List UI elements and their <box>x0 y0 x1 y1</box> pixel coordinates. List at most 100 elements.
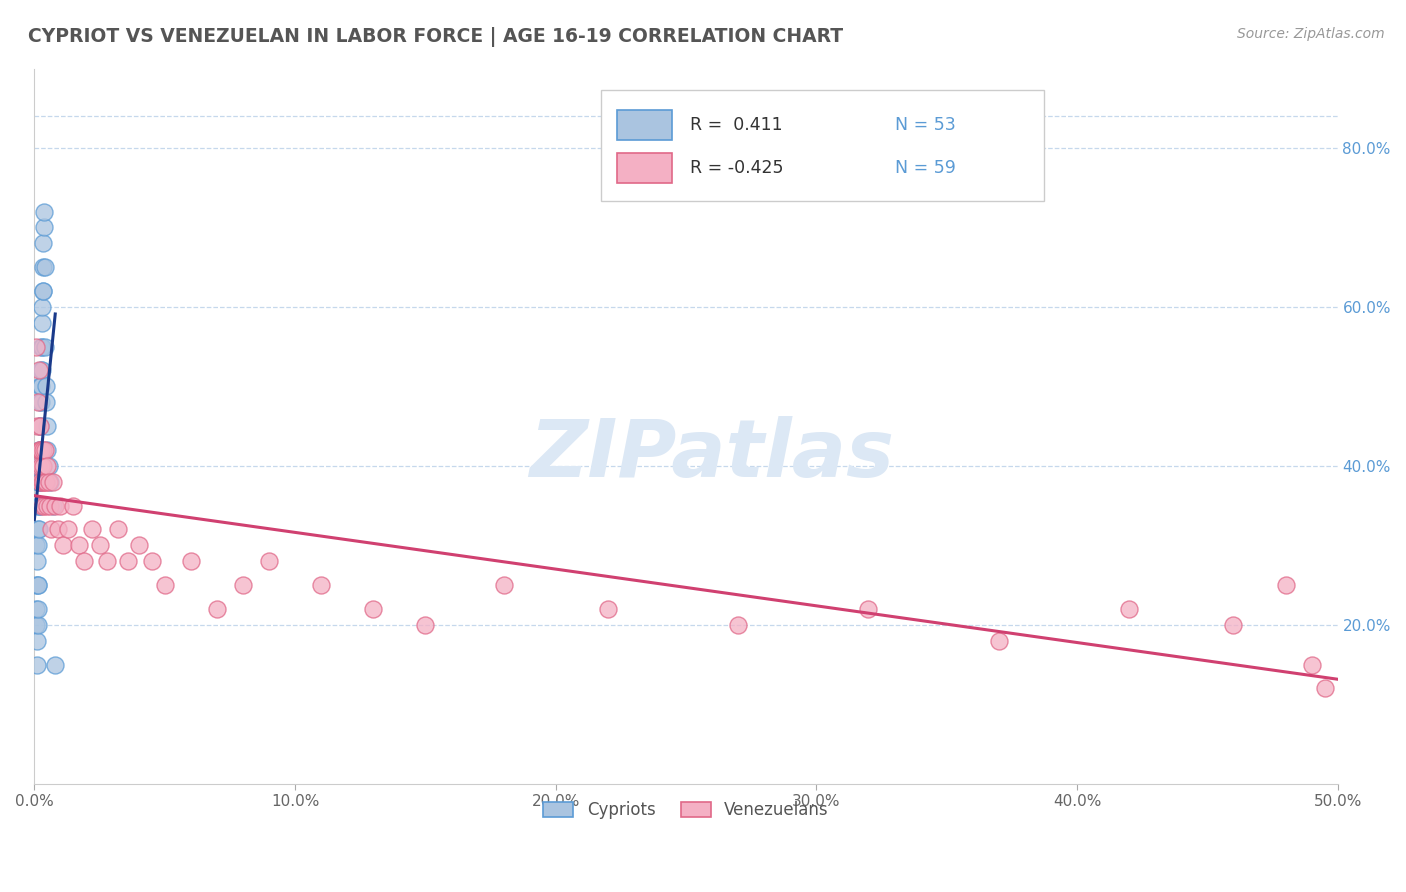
Point <box>58 523 80 537</box>
Text: N = 53: N = 53 <box>894 116 955 134</box>
Point <box>28 458 51 473</box>
Point <box>32 260 55 275</box>
Point <box>25 340 48 354</box>
Point <box>28 419 51 434</box>
Point <box>232 578 254 592</box>
Point <box>987 633 1010 648</box>
Point <box>39 523 62 537</box>
Point <box>25 419 48 434</box>
Point <box>309 578 332 592</box>
Point <box>30 340 52 354</box>
Point <box>32 475 55 489</box>
Point <box>27 499 49 513</box>
Text: N = 59: N = 59 <box>894 159 956 177</box>
Point <box>153 578 176 592</box>
FancyBboxPatch shape <box>602 90 1045 201</box>
Point <box>27 458 49 473</box>
Point <box>96 554 118 568</box>
Point <box>415 617 437 632</box>
Point <box>32 442 55 457</box>
Point <box>30 475 52 489</box>
Point <box>28 499 51 513</box>
Point <box>30 442 52 457</box>
Point <box>27 617 49 632</box>
Point <box>28 523 51 537</box>
Point <box>117 554 139 568</box>
Point <box>27 395 49 409</box>
Point <box>35 395 58 409</box>
Point <box>44 657 66 672</box>
Point <box>41 499 63 513</box>
Point <box>180 554 202 568</box>
Point <box>31 300 53 314</box>
Point <box>34 260 56 275</box>
FancyBboxPatch shape <box>617 153 672 183</box>
Point <box>35 499 58 513</box>
Point <box>1118 602 1140 616</box>
Point <box>37 458 59 473</box>
Point <box>39 499 62 513</box>
Point <box>31 363 53 377</box>
Point <box>28 499 51 513</box>
Point <box>73 554 96 568</box>
Point <box>27 523 49 537</box>
Point <box>32 499 55 513</box>
Point <box>34 379 56 393</box>
Point <box>1301 657 1323 672</box>
Point <box>27 538 49 552</box>
Text: R =  0.411: R = 0.411 <box>690 116 783 134</box>
Point <box>492 578 515 592</box>
Point <box>28 363 51 377</box>
Point <box>25 657 48 672</box>
Point <box>28 458 51 473</box>
Point <box>27 578 49 592</box>
Point <box>858 602 880 616</box>
Point <box>38 458 60 473</box>
Point <box>30 419 52 434</box>
Point <box>37 442 59 457</box>
Point <box>44 499 66 513</box>
Point <box>30 442 52 457</box>
Point <box>30 379 52 393</box>
Point <box>257 554 280 568</box>
Point <box>62 499 84 513</box>
Point <box>35 419 58 434</box>
Point <box>141 554 163 568</box>
Legend: Cypriots, Venezuelans: Cypriots, Venezuelans <box>537 794 835 825</box>
Point <box>31 316 53 330</box>
Point <box>30 458 52 473</box>
Point <box>28 475 51 489</box>
Point <box>25 602 48 616</box>
Point <box>31 340 53 354</box>
Point <box>24 578 46 592</box>
Point <box>1222 617 1244 632</box>
Point <box>28 442 51 457</box>
FancyBboxPatch shape <box>617 110 672 140</box>
Point <box>39 475 62 489</box>
Point <box>30 442 52 457</box>
Point <box>80 523 103 537</box>
Point <box>24 617 46 632</box>
Point <box>30 442 52 457</box>
Point <box>30 363 52 377</box>
Point <box>27 475 49 489</box>
Point <box>31 458 53 473</box>
Point <box>596 602 619 616</box>
Text: Source: ZipAtlas.com: Source: ZipAtlas.com <box>1237 27 1385 41</box>
Point <box>89 538 111 552</box>
Point <box>27 578 49 592</box>
Point <box>25 633 48 648</box>
Point <box>25 538 48 552</box>
Point <box>28 442 51 457</box>
Point <box>34 340 56 354</box>
Point <box>31 475 53 489</box>
Point <box>30 379 52 393</box>
Point <box>31 499 53 513</box>
Point <box>25 554 48 568</box>
Point <box>30 395 52 409</box>
Point <box>34 475 56 489</box>
Point <box>28 475 51 489</box>
Text: R = -0.425: R = -0.425 <box>690 159 783 177</box>
Point <box>41 475 63 489</box>
Point <box>67 538 90 552</box>
